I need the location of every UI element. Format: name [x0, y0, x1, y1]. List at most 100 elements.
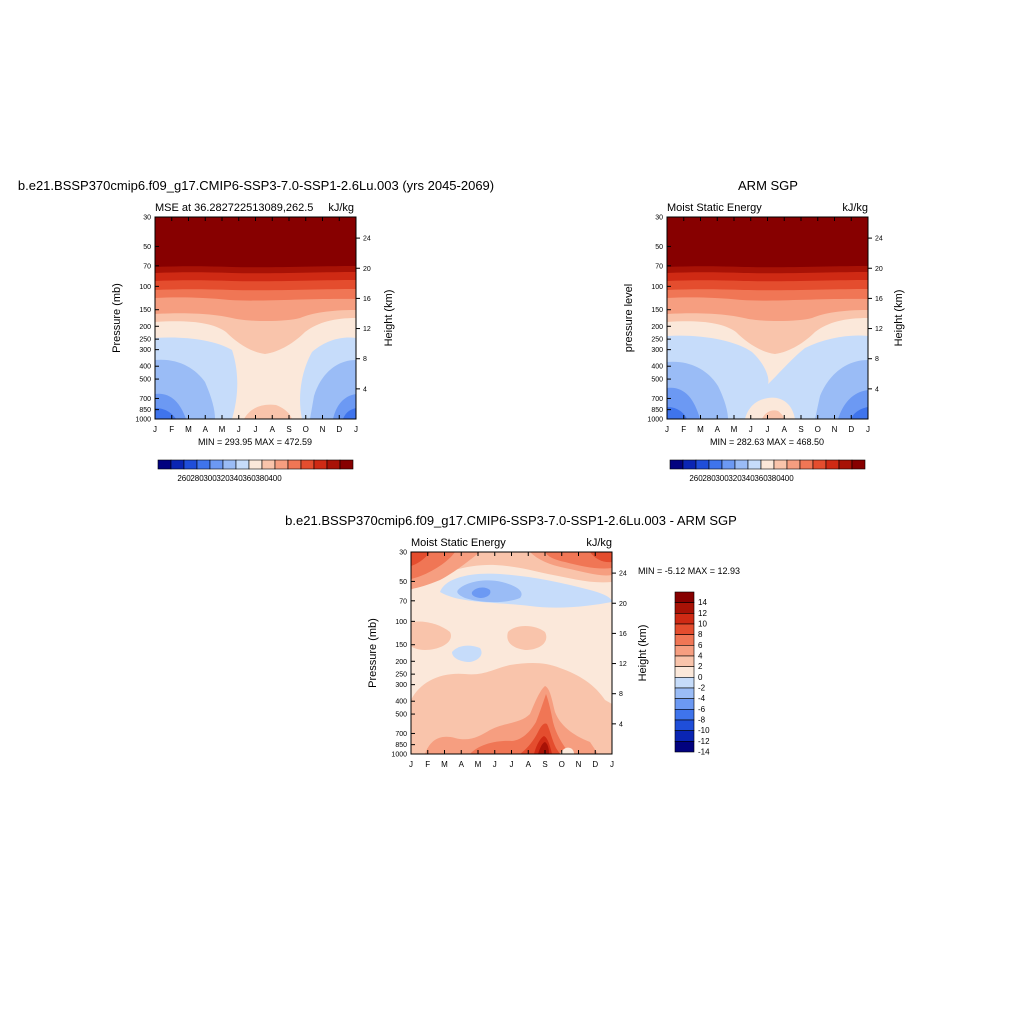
colorbar-box: [812, 459, 827, 470]
x-tick-label: J: [749, 425, 753, 434]
y-tick-label: 100: [651, 284, 663, 291]
contour-band: [471, 587, 491, 598]
colorbar-box: [674, 645, 695, 657]
y2-tick-label: 24: [875, 236, 883, 243]
panel-difference: b.e21.BSSP370cmip6.f09_g17.CMIP6-SSP3-7.…: [285, 513, 740, 769]
y2-tick-label: 24: [619, 571, 627, 578]
x-tick-label: F: [169, 425, 174, 434]
x-tick-label: M: [185, 425, 192, 434]
y-tick-label: 250: [651, 337, 663, 344]
y2-tick-label: 12: [875, 326, 883, 333]
colorbar-box: [339, 459, 354, 470]
colorbar-box: [747, 459, 762, 470]
y-axis-label: Pressure (mb): [111, 283, 123, 353]
colorbar-label: 6: [698, 641, 703, 650]
colorbar: 260 280 300 320 340 360 380 400: [669, 459, 866, 483]
colorbar-box: [695, 459, 710, 470]
colorbar-label: 8: [698, 630, 703, 639]
y-tick-label: 150: [139, 307, 151, 314]
colorbar-box: [674, 677, 695, 689]
colorbar-box: [326, 459, 341, 470]
y-axis-label: Pressure (mb): [367, 618, 379, 688]
panel-title: b.e21.BSSP370cmip6.f09_g17.CMIP6-SSP3-7.…: [285, 513, 737, 528]
colorbar-label: 10: [698, 620, 707, 629]
x-tick-label: O: [815, 425, 821, 434]
y-axis-label: pressure level: [623, 284, 635, 352]
panel-model: b.e21.BSSP370cmip6.f09_g17.CMIP6-SSP3-7.…: [18, 178, 494, 483]
colorbar-box: [851, 459, 866, 470]
y2-tick-label: 8: [619, 691, 623, 698]
colorbar-box: [825, 459, 840, 470]
x-tick-label: A: [270, 425, 276, 434]
x-tick-label: D: [848, 425, 854, 434]
colorbar-label: -2: [698, 684, 706, 693]
colorbar-box: [674, 666, 695, 678]
colorbar-label: 360: [754, 474, 768, 483]
y-tick-label: 150: [395, 642, 407, 649]
right-string: kJ/kg: [586, 537, 612, 549]
colorbar-label: 300: [715, 474, 729, 483]
y-tick-label: 50: [399, 579, 407, 586]
contour-band: [411, 552, 430, 566]
y2-tick-label: 20: [363, 266, 371, 273]
colorbar-box: [773, 459, 788, 470]
colorbar-label: -6: [698, 705, 706, 714]
y2-tick-label: 12: [363, 326, 371, 333]
y-tick-label: 300: [651, 347, 663, 354]
x-tick-label: A: [526, 760, 532, 769]
y-axis-height: 24 20 16 12 8 4: [356, 236, 371, 393]
colorbar: 260 280 300 320 340 360 380 400: [157, 459, 354, 483]
y-tick-label: 30: [399, 550, 407, 557]
y-tick-label: 30: [655, 215, 663, 222]
y2-axis-label: Height (km): [637, 625, 649, 682]
y-tick-label: 150: [651, 307, 663, 314]
x-tick-label: J: [866, 425, 870, 434]
colorbar-box: [674, 602, 695, 614]
colorbar-label: 400: [780, 474, 794, 483]
colorbar-label: 4: [698, 652, 703, 661]
colorbar-box: [682, 459, 697, 470]
min-max-label: MIN = -5.12 MAX = 12.93: [638, 566, 740, 576]
y-tick-label: 70: [399, 598, 407, 605]
y-tick-label: 700: [395, 731, 407, 738]
y-tick-label: 50: [143, 244, 151, 251]
contour-field: [155, 217, 356, 419]
colorbar-box: [674, 719, 695, 731]
y-tick-label: 100: [139, 284, 151, 291]
y-tick-label: 400: [651, 364, 663, 371]
colorbar-box: [222, 459, 237, 470]
contour-band: [452, 645, 482, 662]
y-tick-label: 1000: [391, 752, 407, 759]
colorbar-label: 380: [255, 474, 269, 483]
y-tick-label: 30: [143, 215, 151, 222]
colorbar-label: 360: [242, 474, 256, 483]
panel-title: b.e21.BSSP370cmip6.f09_g17.CMIP6-SSP3-7.…: [18, 178, 494, 193]
x-tick-label: A: [459, 760, 465, 769]
colorbar: 14 12 108 6 42 0 -2-4 -6 -8-10 -12 -14: [674, 591, 710, 757]
y-tick-label: 100: [395, 619, 407, 626]
right-string: kJ/kg: [328, 202, 354, 214]
y-tick-label: 850: [395, 742, 407, 749]
x-tick-label: J: [510, 760, 514, 769]
colorbar-box: [674, 591, 695, 603]
x-tick-label: J: [665, 425, 669, 434]
y2-tick-label: 12: [619, 661, 627, 668]
y-tick-label: 50: [655, 244, 663, 251]
colorbar-box: [708, 459, 723, 470]
y-tick-label: 500: [651, 377, 663, 384]
y2-axis-label: Height (km): [893, 290, 905, 347]
panel-obs: ARM SGP Moist Static Energy kJ/kg J F M A M J…: [623, 178, 905, 483]
y-tick-label: 200: [651, 324, 663, 331]
contour-band: [343, 408, 356, 419]
y2-tick-label: 8: [363, 356, 367, 363]
left-string: MSE at 36.282722513089,262.5: [155, 202, 313, 214]
colorbar-box: [183, 459, 198, 470]
contour-band: [538, 742, 549, 754]
y-axis-height: 24 20 16 12 8 4: [612, 571, 627, 728]
x-tick-label: D: [336, 425, 342, 434]
y-tick-label: 700: [139, 396, 151, 403]
colorbar-label: 280: [190, 474, 204, 483]
y-tick-label: 400: [139, 364, 151, 371]
